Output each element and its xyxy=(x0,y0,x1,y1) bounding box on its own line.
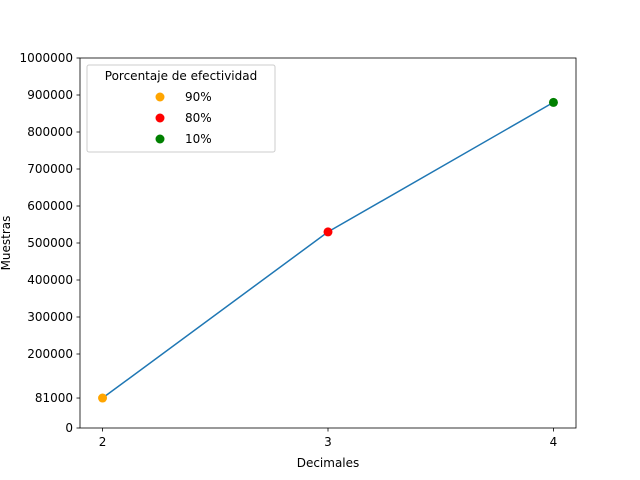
y-tick-label: 0 xyxy=(65,421,73,435)
legend-label: 80% xyxy=(185,111,212,125)
x-axis-ticks: 2 3 4 xyxy=(99,428,558,449)
y-axis-label: Muestras xyxy=(0,216,13,271)
data-points xyxy=(98,97,558,403)
x-axis-label: Decimales xyxy=(297,456,360,470)
x-tick-label: 4 xyxy=(550,435,558,449)
y-tick-label: 200000 xyxy=(27,347,73,361)
legend-label: 90% xyxy=(185,90,212,104)
legend-box xyxy=(86,64,276,153)
legend-label: 10% xyxy=(185,132,212,146)
data-point-80pct xyxy=(323,227,333,237)
y-axis-ticks: 0 81000 200000 300000 400000 500000 600000 7000… xyxy=(20,51,80,435)
y-tick-label: 900000 xyxy=(27,88,73,102)
y-tick-label: 800000 xyxy=(27,125,73,139)
y-tick-label: 700000 xyxy=(27,162,73,176)
legend-marker xyxy=(155,92,165,102)
legend-marker xyxy=(155,134,165,144)
y-tick-label: 500000 xyxy=(27,236,73,250)
x-tick-label: 3 xyxy=(324,435,332,449)
y-tick-label: 81000 xyxy=(35,391,73,405)
data-point-10pct xyxy=(548,97,558,107)
legend-marker xyxy=(155,113,165,123)
x-tick-label: 2 xyxy=(99,435,107,449)
data-point-90pct xyxy=(98,393,108,403)
y-tick-label: 300000 xyxy=(27,310,73,324)
legend-title: Porcentaje de efectividad xyxy=(105,69,257,83)
y-tick-label: 600000 xyxy=(27,199,73,213)
legend: Porcentaje de efectividad 90% 80% 10% xyxy=(86,64,276,153)
plot-frame xyxy=(79,57,577,429)
y-tick-label: 1000000 xyxy=(20,51,73,65)
y-tick-label: 400000 xyxy=(27,273,73,287)
